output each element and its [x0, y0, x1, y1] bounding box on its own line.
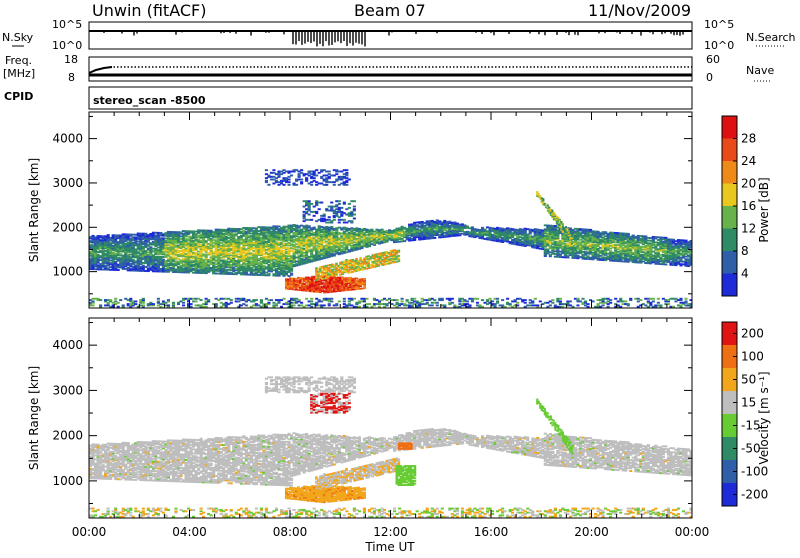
- nsky-trace: [89, 31, 692, 46]
- cpid-label: CPID: [4, 90, 33, 103]
- freq-panel: Freq. [MHz] 18 8 Nave 60 0: [3, 53, 774, 84]
- heatmap-cell: [290, 273, 293, 275]
- freq-frame: [89, 57, 692, 81]
- cpid-value: stereo_scan -8500: [93, 94, 206, 107]
- heatmap-cell: [107, 234, 110, 236]
- nsearch-label: N.Search: [746, 31, 796, 44]
- nave-tick-bottom: 0: [706, 71, 713, 84]
- heatmap-cell: [664, 263, 667, 265]
- heatmap-cell: [483, 229, 486, 231]
- freq-tick-top: 18: [64, 53, 78, 66]
- nsky-panel: N.Sky 10^5 10^0 N.Search 10^5 10^0: [2, 18, 796, 52]
- date-title: 11/Nov/2009: [588, 1, 691, 20]
- heatmap-cell: [313, 227, 316, 229]
- nave-tick-top: 60: [706, 53, 720, 66]
- heatmap-cell: [466, 226, 469, 228]
- freq-tick-bottom: 8: [68, 71, 75, 84]
- heatmap-cell: [481, 227, 484, 229]
- nsky-tick-top: 10^5: [52, 18, 82, 31]
- freq-unit-label: [MHz]: [3, 67, 35, 80]
- cpid-panel: CPID stereo_scan -8500: [4, 87, 692, 109]
- nsky-label: N.Sky: [2, 31, 34, 44]
- freq-label: Freq.: [5, 54, 32, 67]
- heatmap-cell: [433, 237, 436, 239]
- nsearch-tick-top: 10^5: [704, 18, 734, 31]
- beam-title: Beam 07: [354, 1, 426, 20]
- nave-ramp: [89, 67, 112, 73]
- heatmap-cell: [370, 229, 373, 231]
- nsky-frame: [89, 22, 692, 49]
- nave-label: Nave: [746, 64, 774, 77]
- heatmap-cell: [267, 273, 270, 275]
- nsky-tick-bottom: 10^0: [52, 39, 82, 52]
- heatmap-cell: [330, 226, 333, 228]
- heatmap-cell: [627, 233, 630, 235]
- heatmap-cell: [308, 225, 311, 227]
- heatmap-cell: [380, 229, 383, 231]
- heatmap-cell: [117, 269, 120, 271]
- nsearch-tick-bottom: 10^0: [704, 39, 734, 52]
- power-heatmap: [89, 169, 693, 308]
- radar-title: Unwin (fitACF): [92, 1, 206, 20]
- heatmap-cell: [471, 226, 474, 228]
